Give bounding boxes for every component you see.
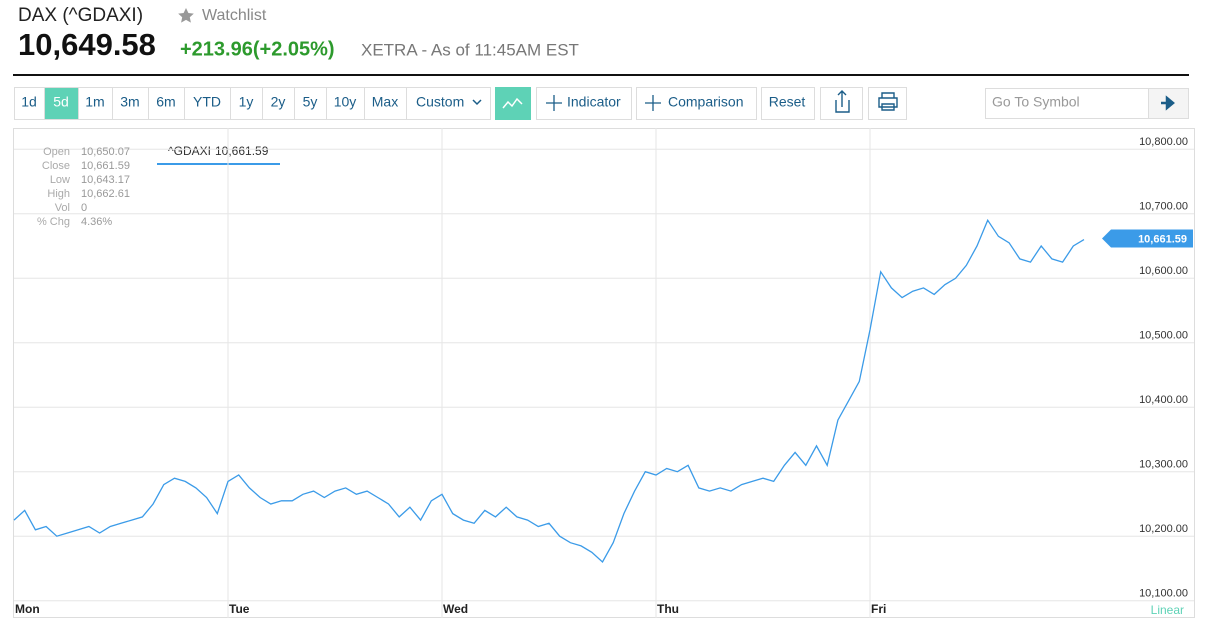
search-placeholder[interactable]: Go To Symbol — [992, 94, 1080, 110]
y-tick-label: 10,500.00 — [1139, 330, 1188, 342]
range-button[interactable] — [184, 87, 231, 120]
range-label[interactable]: 6m — [156, 94, 175, 110]
reset-button[interactable] — [761, 87, 815, 120]
custom-label[interactable]: Custom — [416, 94, 464, 110]
range-label[interactable]: 1m — [85, 94, 104, 110]
range-button[interactable] — [112, 87, 149, 120]
price-line — [13, 218, 1085, 564]
tooltip-symbol: ^GDAXI — [168, 144, 211, 158]
range-label[interactable]: 10y — [334, 94, 357, 110]
info-label: Vol — [55, 202, 70, 214]
arrow-icon — [1161, 95, 1175, 111]
x-tick-label: Tue — [229, 602, 250, 616]
range-button[interactable] — [326, 87, 365, 120]
watchlist[interactable]: Watchlist — [202, 7, 267, 24]
tooltip: ^GDAXI 10,661.59 — [168, 144, 269, 158]
info-value: 4.36% — [81, 216, 112, 228]
info-value: 10,650.07 — [81, 146, 130, 158]
y-tick-label: 10,800.00 — [1139, 136, 1188, 148]
y-tick-label: 10,700.00 — [1139, 201, 1188, 213]
info-label: Low — [50, 174, 70, 186]
title: DAX (^GDAXI) — [18, 5, 143, 26]
x-tick-label: Mon — [15, 602, 40, 616]
last-price-label: 10,661.59 — [1138, 233, 1187, 245]
price: 10,649.58 — [18, 27, 156, 62]
scale-label[interactable]: Linear — [1151, 603, 1184, 617]
info-value: 10,661.59 — [81, 160, 130, 172]
y-tick-label: 10,600.00 — [1139, 265, 1188, 277]
info-label: High — [47, 188, 70, 200]
exchange: XETRA - As of 11:45AM EST — [361, 40, 579, 59]
x-tick-label: Thu — [657, 602, 679, 616]
comparison-label[interactable]: Comparison — [668, 94, 743, 110]
y-tick-label: 10,300.00 — [1139, 459, 1188, 471]
range-button[interactable] — [230, 87, 263, 120]
last-price-marker — [1102, 229, 1193, 248]
x-tick-label: Fri — [871, 602, 886, 616]
range-label[interactable]: 3m — [120, 94, 139, 110]
y-tick-label: 10,400.00 — [1139, 394, 1188, 406]
info-label: Open — [43, 146, 70, 158]
chevron-icon — [472, 99, 482, 106]
plus-icon — [645, 95, 661, 111]
range-label[interactable]: 2y — [271, 94, 286, 110]
reset-label[interactable]: Reset — [769, 94, 806, 110]
line-icon — [502, 97, 523, 109]
range-button[interactable] — [294, 87, 327, 120]
chart-frame — [13, 128, 1195, 618]
range-button[interactable] — [262, 87, 295, 120]
info-value: 10,643.17 — [81, 174, 130, 186]
info-label: Close — [42, 160, 70, 172]
range-button[interactable] — [78, 87, 113, 120]
x-tick-label: Wed — [443, 602, 468, 616]
range-label[interactable]: 5d — [53, 94, 69, 110]
star-icon[interactable] — [178, 8, 194, 23]
y-tick-label: 10,100.00 — [1139, 588, 1188, 600]
range-label[interactable]: 1y — [239, 94, 254, 110]
range-label[interactable]: 5y — [303, 94, 318, 110]
range-button[interactable] — [364, 87, 407, 120]
range-label[interactable]: Max — [372, 94, 398, 110]
info-label: % Chg — [37, 216, 70, 228]
plus-icon — [546, 95, 562, 111]
tooltip-value: 10,661.59 — [215, 144, 269, 158]
share-icon — [835, 90, 850, 113]
info-value: 0 — [81, 202, 87, 214]
print-icon — [878, 92, 898, 111]
range-label[interactable]: YTD — [193, 94, 221, 110]
info-value: 10,662.61 — [81, 188, 130, 200]
indicator-label[interactable]: Indicator — [567, 94, 621, 110]
range-label[interactable]: 1d — [21, 94, 37, 110]
y-tick-label: 10,200.00 — [1139, 523, 1188, 535]
change: +213.96(+2.05%) — [180, 38, 335, 60]
